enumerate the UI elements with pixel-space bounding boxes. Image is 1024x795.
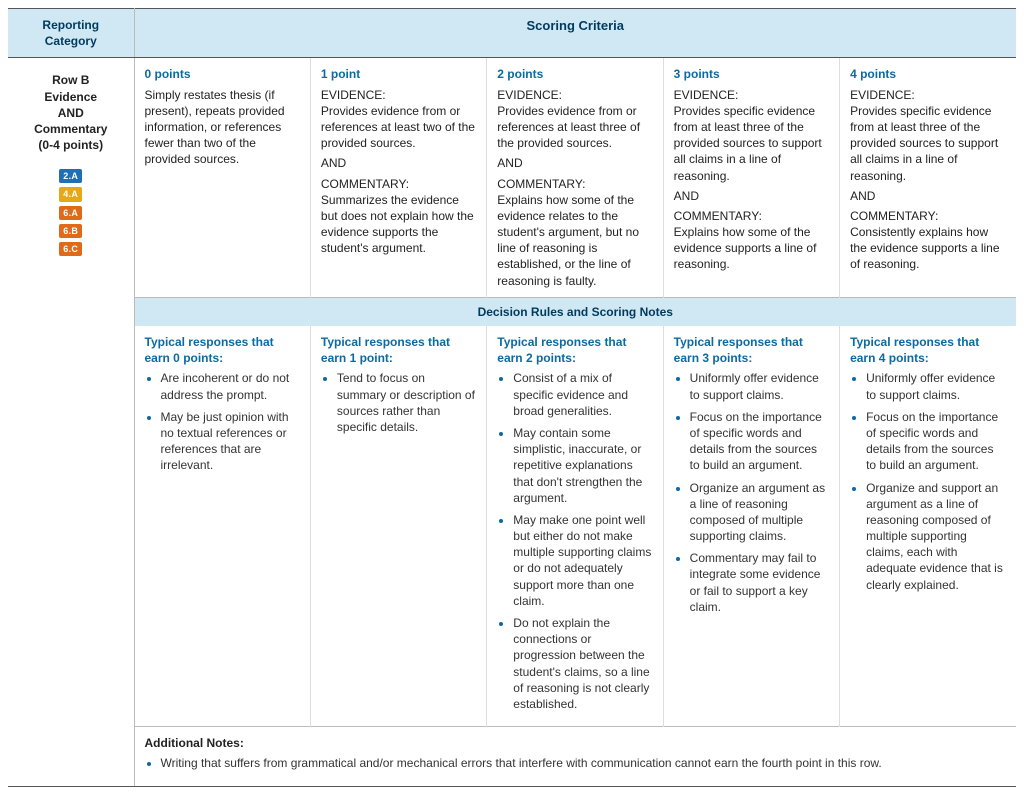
and-label: AND [850,188,1006,204]
typical-list: Tend to focus on summary or description … [321,370,476,435]
evidence-label: EVIDENCE: [674,87,829,103]
list-item: Organize and support an argument as a li… [866,480,1006,593]
decision-rules-header-row: Decision Rules and Scoring Notes [8,297,1016,326]
evidence-text: Provides evidence from or references at … [497,103,652,152]
score-0-cell: 0 points Simply restates thesis (if pres… [134,58,310,297]
score-head: 4 points [850,66,1006,82]
score-3-cell: 3 points EVIDENCE: Provides specific evi… [663,58,839,297]
list-item: Tend to focus on summary or description … [337,370,476,435]
row-title-1: Row B [18,72,124,88]
score-2-cell: 2 points EVIDENCE: Provides evidence fro… [487,58,663,297]
list-item: Do not explain the connections or progre… [513,615,652,712]
list-item: Writing that suffers from grammatical an… [161,755,1007,771]
header-row: Reporting Category Scoring Criteria [8,9,1016,58]
list-item: Consist of a mix of specific evidence an… [513,370,652,419]
typical-2-cell: Typical responses that earn 2 points: Co… [487,326,663,727]
commentary-label: COMMENTARY: [321,176,476,192]
additional-notes-list: Writing that suffers from grammatical an… [145,755,1007,771]
typical-list: Uniformly offer evidence to support clai… [850,370,1006,592]
row-title-4: Commentary [18,121,124,137]
score-1-cell: 1 point EVIDENCE: Provides evidence from… [310,58,486,297]
typical-list: Are incoherent or do not address the pro… [145,370,300,473]
commentary-text: Explains how some of the evidence relate… [497,192,652,289]
commentary-label: COMMENTARY: [674,208,829,224]
criteria-row: Row B Evidence AND Commentary (0-4 point… [8,58,1016,297]
commentary-text: Consistently explains how the evidence s… [850,224,1006,273]
typical-head: Typical responses that earn 0 points: [145,334,300,366]
score-4-cell: 4 points EVIDENCE: Provides specific evi… [840,58,1016,297]
list-item: May be just opinion with no textual refe… [161,409,300,474]
score-body: Simply restates thesis (if present), rep… [145,87,300,168]
rubric-table: Reporting Category Scoring Criteria Row … [8,8,1016,787]
typical-head: Typical responses that earn 1 point: [321,334,476,366]
commentary-text: Summarizes the evidence but does not exp… [321,192,476,257]
and-label: AND [321,155,476,171]
row-title-2: Evidence [18,89,124,105]
notes-row: Additional Notes: Writing that suffers f… [8,727,1016,786]
commentary-label: COMMENTARY: [497,176,652,192]
typical-head: Typical responses that earn 4 points: [850,334,1006,366]
list-item: Organize an argument as a line of reason… [690,480,829,545]
typical-1-cell: Typical responses that earn 1 point: Ten… [310,326,486,727]
typical-head: Typical responses that earn 2 points: [497,334,652,366]
list-item: Commentary may fail to integrate some ev… [690,550,829,615]
scoring-criteria-header: Scoring Criteria [134,9,1016,58]
typical-0-cell: Typical responses that earn 0 points: Ar… [134,326,310,727]
typical-list: Uniformly offer evidence to support clai… [674,370,829,615]
skill-badges: 2.A 4.A 6.A 6.B 6.C [18,167,124,258]
skill-badge: 2.A [59,169,82,183]
skill-badge: 4.A [59,187,82,201]
typical-row: Typical responses that earn 0 points: Ar… [8,326,1016,727]
skill-badge: 6.B [59,224,82,238]
evidence-text: Provides specific evidence from at least… [674,103,829,184]
additional-notes-head: Additional Notes: [145,735,1007,751]
list-item: Focus on the importance of specific word… [866,409,1006,474]
commentary-label: COMMENTARY: [850,208,1006,224]
row-label-cell: Row B Evidence AND Commentary (0-4 point… [8,58,134,786]
evidence-text: Provides evidence from or references at … [321,103,476,152]
list-item: May make one point well but either do no… [513,512,652,609]
typical-list: Consist of a mix of specific evidence an… [497,370,652,712]
score-head: 0 points [145,66,300,82]
decision-rules-header: Decision Rules and Scoring Notes [134,297,1016,326]
typical-head: Typical responses that earn 3 points: [674,334,829,366]
row-title-5: (0-4 points) [18,137,124,153]
evidence-label: EVIDENCE: [321,87,476,103]
skill-badge: 6.A [59,206,82,220]
evidence-label: EVIDENCE: [497,87,652,103]
score-head: 3 points [674,66,829,82]
evidence-label: EVIDENCE: [850,87,1006,103]
score-head: 1 point [321,66,476,82]
list-item: Uniformly offer evidence to support clai… [866,370,1006,402]
score-head: 2 points [497,66,652,82]
evidence-text: Provides specific evidence from at least… [850,103,1006,184]
list-item: May contain some simplistic, inaccurate,… [513,425,652,506]
and-label: AND [674,188,829,204]
list-item: Are incoherent or do not address the pro… [161,370,300,402]
additional-notes-cell: Additional Notes: Writing that suffers f… [134,727,1016,786]
typical-4-cell: Typical responses that earn 4 points: Un… [840,326,1016,727]
list-item: Focus on the importance of specific word… [690,409,829,474]
reporting-category-header: Reporting Category [8,9,134,58]
list-item: Uniformly offer evidence to support clai… [690,370,829,402]
commentary-text: Explains how some of the evidence suppor… [674,224,829,273]
typical-3-cell: Typical responses that earn 3 points: Un… [663,326,839,727]
and-label: AND [497,155,652,171]
skill-badge: 6.C [59,242,82,256]
row-title-3: AND [18,105,124,121]
